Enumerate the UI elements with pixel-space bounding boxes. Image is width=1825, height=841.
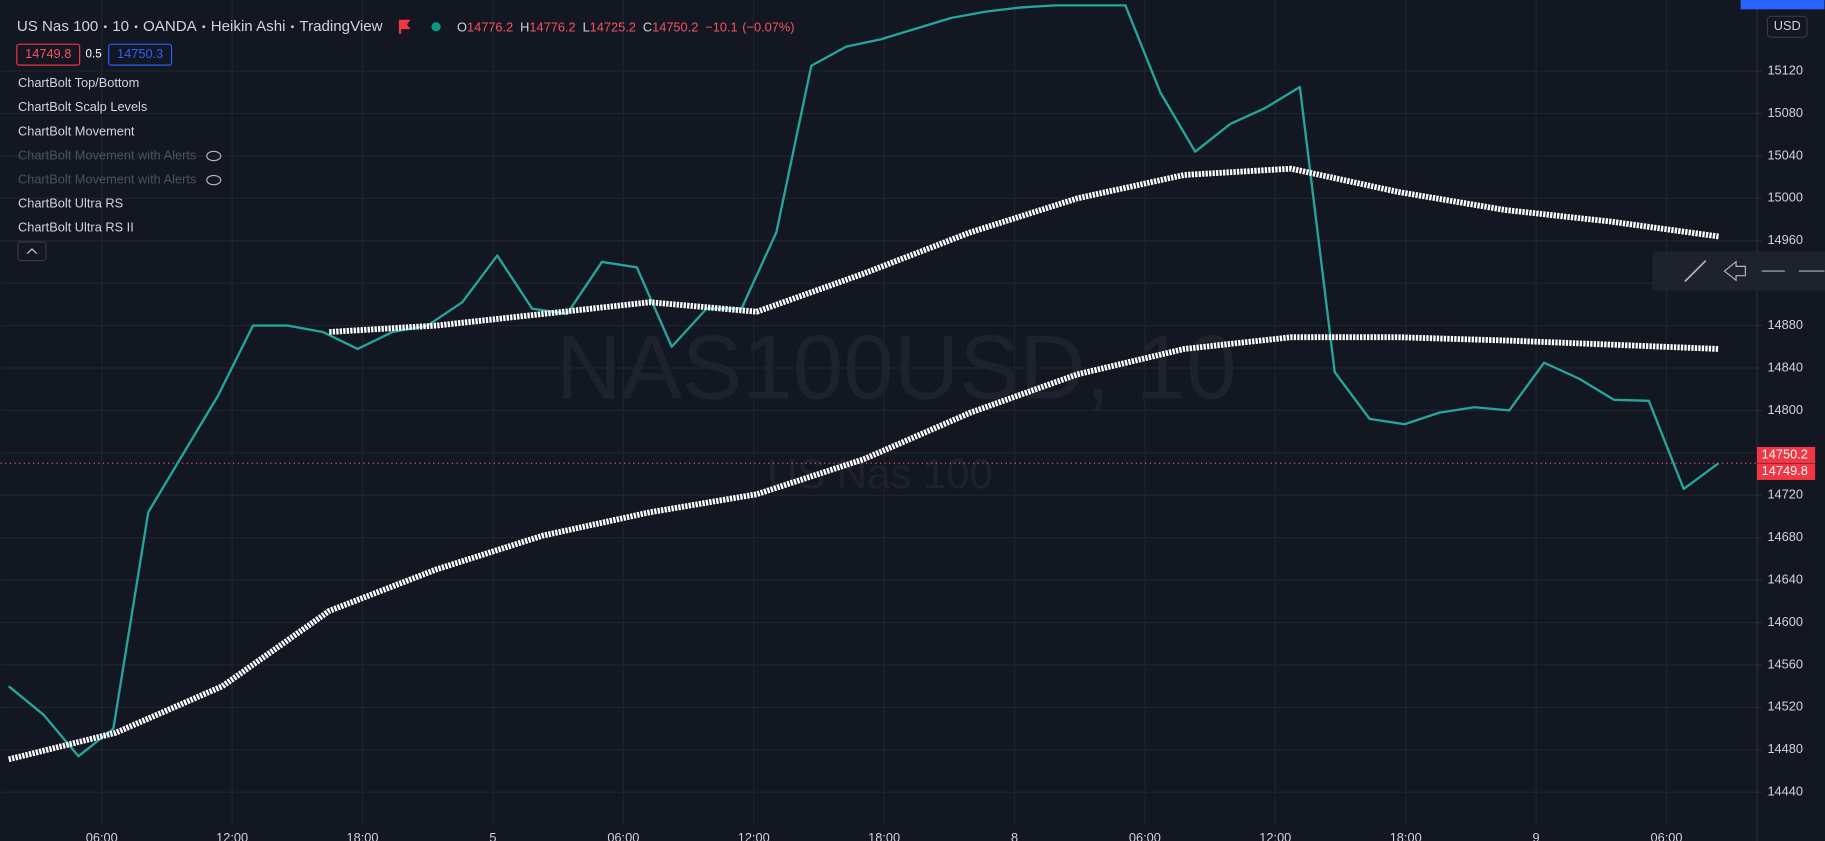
separator <box>202 25 206 29</box>
y-tick-label: 14800 <box>1767 402 1803 417</box>
indicator-name[interactable]: ChartBolt Movement <box>18 123 135 138</box>
y-tick-label: 14480 <box>1767 741 1803 756</box>
arrow-icon[interactable] <box>1723 260 1746 282</box>
collapse-button[interactable] <box>17 241 47 262</box>
header-interval: 10 <box>112 18 129 35</box>
indicator-name[interactable]: ChartBolt Movement with Alerts <box>18 147 196 162</box>
bid-box[interactable] <box>16 43 81 66</box>
ohlc-label: L <box>583 19 590 34</box>
x-tick-label: 06:00 <box>86 830 118 841</box>
collapse-icon <box>26 248 38 254</box>
ohlc-label: O <box>457 19 467 34</box>
x-tick-label: 12:00 <box>1259 830 1291 841</box>
price-label-bg <box>1756 463 1816 480</box>
watermark: NAS100USD, 10 <box>556 318 1237 419</box>
bid: 14749.8 <box>25 46 71 61</box>
x-tick-label: 06:00 <box>1650 830 1682 841</box>
top-button[interactable] <box>1740 0 1825 10</box>
ohlc-value: 14776.2 <box>467 19 513 34</box>
change-pct: (−0.07%) <box>742 19 794 34</box>
currency-button[interactable] <box>1766 15 1808 38</box>
x-tick-label: 06:00 <box>607 830 639 841</box>
x-tick-label: 12:00 <box>738 830 770 841</box>
header-symbol: US Nas 100 <box>17 18 98 35</box>
y-tick-label: 14720 <box>1767 487 1803 502</box>
hidden-eye-icon[interactable] <box>206 150 222 162</box>
drawing-toolbar <box>1652 251 1825 291</box>
y-tick-label: 15080 <box>1767 105 1803 120</box>
y-tick-label: 14440 <box>1767 784 1803 799</box>
y-tick-label: 14680 <box>1767 529 1803 544</box>
ohlc-label: C <box>643 19 652 34</box>
indicator-name[interactable]: ChartBolt Scalp Levels <box>18 99 147 114</box>
y-tick-label: 14960 <box>1767 232 1803 247</box>
indicator-name[interactable]: ChartBolt Ultra RS <box>18 196 123 211</box>
spread: 0.5 <box>86 48 102 61</box>
y-tick-label: 14880 <box>1767 317 1803 332</box>
ohlc-value: 14750.2 <box>652 19 698 34</box>
ask: 14750.3 <box>117 46 163 61</box>
x-tick-label: 5 <box>489 830 496 841</box>
y-tick-label: 14640 <box>1767 571 1803 586</box>
separator <box>134 25 138 29</box>
header-source: TradingView <box>299 18 382 35</box>
x-tick-label: 18:00 <box>347 830 379 841</box>
y-tick-label: 14520 <box>1767 699 1803 714</box>
series-line <box>7 334 1719 763</box>
ohlc-value: 14725.2 <box>590 19 636 34</box>
status-dot <box>431 22 441 32</box>
x-tick-label: 8 <box>1011 830 1018 841</box>
x-tick-label: 18:00 <box>868 830 900 841</box>
y-tick-label: 14840 <box>1767 359 1803 374</box>
flag-icon[interactable] <box>398 19 411 34</box>
header-exchange: OANDA <box>143 18 198 35</box>
y-tick-label: 15000 <box>1767 190 1803 205</box>
y-tick-label: 14600 <box>1767 614 1803 629</box>
price-label: 14750.2 <box>1762 446 1808 461</box>
separator <box>103 25 107 29</box>
hidden-eye-icon[interactable] <box>206 174 222 186</box>
x-tick-label: 9 <box>1533 830 1540 841</box>
y-tick-label: 14560 <box>1767 656 1803 671</box>
indicator-name[interactable]: ChartBolt Ultra RS II <box>18 220 134 235</box>
ohlc-label: H <box>520 19 529 34</box>
separator <box>291 25 294 29</box>
indicator-name[interactable]: ChartBolt Top/Bottom <box>18 75 139 90</box>
y-tick-label: 15040 <box>1767 147 1803 162</box>
header-style: Heikin Ashi <box>211 18 286 35</box>
change: −10.1 <box>705 19 737 34</box>
indicator-name[interactable]: ChartBolt Movement with Alerts <box>18 171 196 186</box>
series-line <box>329 165 1720 335</box>
y-tick-label: 15120 <box>1767 62 1803 77</box>
currency: USD <box>1774 18 1801 33</box>
ask-box[interactable] <box>108 43 173 66</box>
ohlc-value: 14776.2 <box>529 19 575 34</box>
watermark-sub: US Nas 100 <box>767 450 993 497</box>
toolbar-bg <box>1652 251 1825 291</box>
x-tick-label: 06:00 <box>1129 830 1161 841</box>
series-line <box>7 4 1720 758</box>
price-axis <box>1756 0 1825 841</box>
x-tick-label: 18:00 <box>1390 830 1422 841</box>
price-label-bg <box>1756 446 1816 464</box>
x-tick-label: 12:00 <box>216 830 248 841</box>
price-label: 14749.8 <box>1762 463 1808 478</box>
trendline-icon[interactable] <box>1684 259 1707 283</box>
